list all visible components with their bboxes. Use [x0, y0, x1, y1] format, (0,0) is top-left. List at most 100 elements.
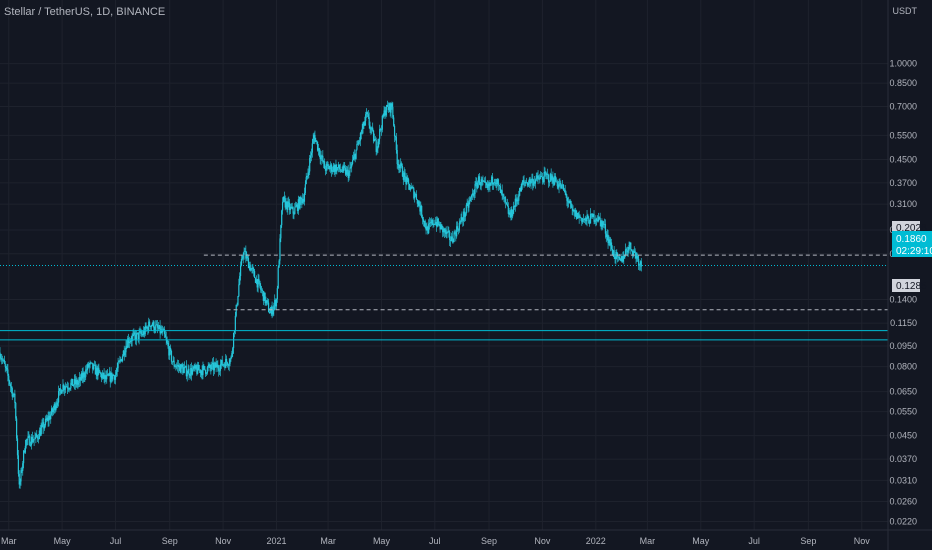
candle [423, 220, 425, 228]
candle [195, 364, 197, 370]
candle [529, 176, 531, 187]
grid-lines [0, 0, 888, 530]
candle [189, 373, 191, 378]
candle [557, 181, 559, 190]
candle [242, 252, 244, 264]
price-tick-label: 0.0450 [889, 431, 917, 441]
candle [241, 255, 243, 261]
candle [512, 201, 515, 215]
candle [414, 191, 416, 203]
price-axis[interactable]: USDT 1.0000 0.8500 0.7000 0.5500 0.4500 0.370… [887, 0, 918, 550]
candle [100, 371, 102, 378]
candle [330, 161, 332, 174]
candle [344, 165, 347, 176]
candle [10, 382, 12, 394]
candle [334, 164, 336, 177]
candle [356, 140, 358, 151]
candle [638, 255, 640, 270]
candle [92, 362, 94, 374]
candle [112, 374, 114, 382]
candle [628, 241, 630, 254]
candle [323, 160, 325, 169]
candle [243, 247, 245, 260]
candle [301, 197, 303, 209]
candle [378, 138, 380, 148]
candle [56, 399, 58, 409]
candle [115, 367, 117, 378]
candle [353, 149, 355, 161]
candle [213, 361, 215, 375]
candle [88, 362, 90, 373]
candle [362, 121, 364, 134]
candle [332, 162, 334, 173]
candle [392, 102, 394, 120]
candle [257, 273, 259, 293]
candle [295, 202, 298, 208]
candle [633, 246, 635, 254]
candle [562, 184, 565, 191]
candle [621, 255, 623, 264]
candle [384, 106, 386, 117]
candle [70, 379, 72, 392]
candle [129, 338, 131, 344]
candle [297, 195, 299, 215]
candle [337, 167, 339, 171]
candle [260, 285, 263, 294]
candle [574, 208, 576, 219]
candle [329, 165, 331, 172]
candle [21, 466, 23, 473]
candle [307, 168, 309, 179]
candle [610, 237, 612, 252]
time-tick-label: Jul [429, 536, 441, 546]
candle [200, 369, 202, 379]
price-tick-label: 0.0370 [889, 454, 917, 464]
candle [406, 173, 408, 186]
price-tick-label: 0.1400 [889, 295, 917, 305]
candle [355, 149, 357, 160]
time-tick-label: Sep [800, 536, 816, 546]
candle [454, 229, 456, 235]
candle [415, 190, 418, 200]
candle [186, 370, 188, 382]
candle [608, 235, 610, 246]
price-tick-label: 0.5500 [889, 130, 917, 140]
candle [191, 365, 194, 376]
candle [593, 210, 595, 225]
candle [281, 209, 283, 228]
candle [295, 201, 297, 208]
candle [460, 213, 462, 225]
candle [16, 435, 19, 460]
candle [18, 470, 20, 489]
candle [36, 430, 38, 438]
candle [610, 238, 613, 251]
candle [272, 306, 274, 317]
candle [395, 132, 397, 154]
candle [79, 372, 81, 387]
candle [94, 361, 96, 375]
candle [458, 218, 460, 233]
candle [9, 379, 11, 387]
candle [505, 196, 507, 209]
candle [341, 166, 343, 174]
candle [399, 164, 401, 173]
candle [472, 190, 474, 198]
time-axis[interactable]: Mar May Jul Sep Nov 2021 Mar May Jul Sep Nov 2022 Ma… [0, 529, 932, 546]
candle [582, 217, 584, 225]
price-tick-label: 0.7000 [889, 101, 917, 111]
candle [411, 185, 413, 189]
candle [340, 169, 342, 172]
candle [439, 222, 441, 233]
candle [176, 362, 178, 370]
price-tick-label: 0.8500 [889, 78, 917, 88]
candle [537, 170, 539, 185]
candle [14, 389, 16, 409]
candle [224, 362, 226, 371]
candle [481, 177, 483, 187]
candle [456, 221, 458, 239]
candle [351, 161, 353, 173]
candle [429, 218, 432, 228]
candle [578, 210, 580, 224]
candle [43, 418, 45, 434]
